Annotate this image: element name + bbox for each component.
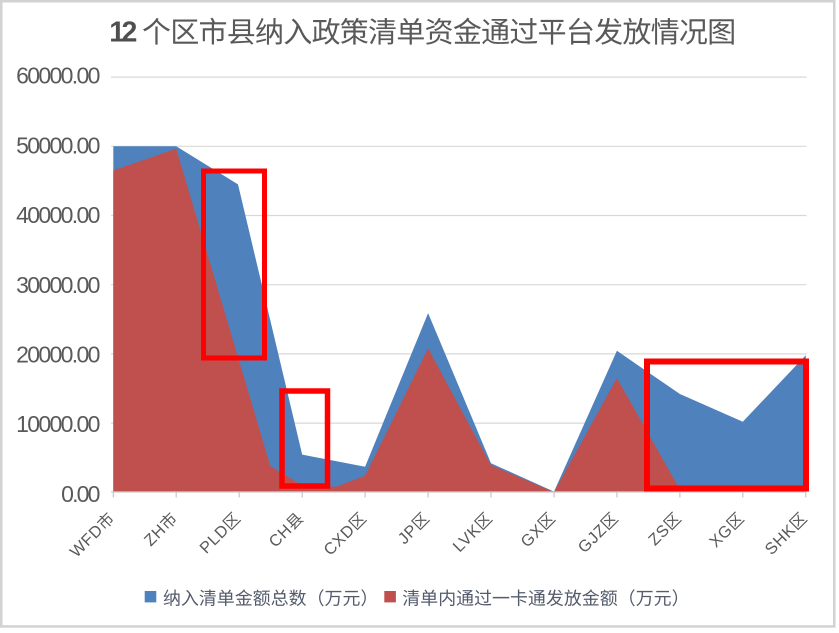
svg-text:40000.00: 40000.00 bbox=[16, 202, 100, 228]
svg-text:20000.00: 20000.00 bbox=[16, 342, 100, 368]
svg-text:30000.00: 30000.00 bbox=[16, 272, 100, 298]
svg-text:10000.00: 10000.00 bbox=[16, 411, 100, 437]
svg-text:50000.00: 50000.00 bbox=[16, 132, 100, 158]
svg-text:12: 12 bbox=[109, 17, 137, 49]
svg-text:60000.00: 60000.00 bbox=[16, 63, 100, 89]
svg-text:0.00: 0.00 bbox=[61, 481, 100, 507]
